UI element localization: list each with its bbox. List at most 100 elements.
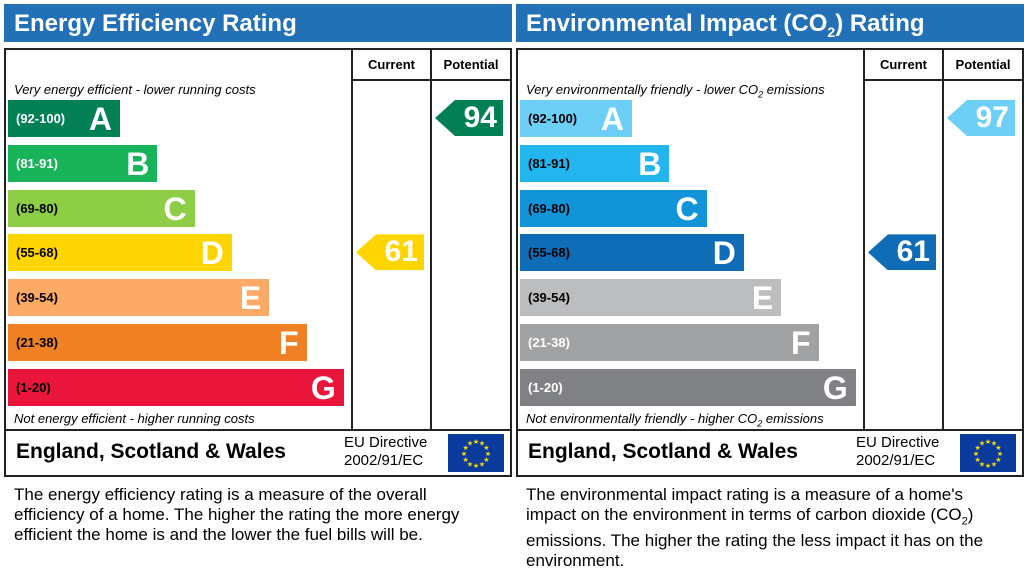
eu-star-icon: ★	[467, 440, 473, 448]
eu-star-icon: ★	[485, 450, 491, 458]
current-rating-value: 61	[384, 235, 418, 269]
eu-flag-icon: ★ ★ ★ ★ ★ ★ ★ ★ ★ ★ ★ ★	[960, 434, 1016, 472]
rating-band-b: (81-91) B	[520, 144, 670, 182]
divider	[351, 79, 510, 81]
eu-star-icon: ★	[997, 450, 1003, 458]
rating-band-g: (1-20) G	[8, 368, 344, 406]
band-range-label: (55-68)	[16, 245, 58, 261]
band-range-label: (92-100)	[16, 111, 66, 126]
band-range-label: (81-91)	[528, 155, 570, 171]
rating-band-a: (92-100) A	[520, 100, 632, 137]
eu-directive-line: EU Directive	[856, 434, 940, 451]
band-letter: D	[712, 235, 736, 272]
band-letter: F	[278, 325, 299, 361]
eu-directive-code: 2002/91/EC	[344, 452, 424, 469]
environment-header-bar: Environmental Impact (CO2) Rating	[516, 4, 1024, 42]
energy-chart-frame: Current Potential Very energy efficient …	[4, 48, 512, 477]
eu-star-icon: ★	[461, 450, 467, 458]
current-rating-arrow: 61	[356, 234, 424, 271]
band-range-label: (1-20)	[528, 379, 563, 395]
environment-description: The environmental impact rating is a mea…	[526, 485, 1006, 571]
rating-band-f: (21-38) F	[520, 324, 819, 361]
rating-band-c: (69-80) C	[520, 189, 707, 227]
band-letter: B	[638, 145, 662, 182]
rating-band-d: (55-68) D	[520, 234, 744, 272]
caption-subscript: 2	[758, 89, 764, 100]
divider	[863, 50, 865, 429]
band-letter: F	[790, 325, 811, 361]
eu-star-icon: ★	[473, 438, 479, 446]
band-letter: G	[310, 369, 336, 406]
energy-header-bar: Energy Efficiency Rating	[4, 4, 512, 42]
caption-text: Not environmentally friendly - higher CO	[526, 411, 758, 426]
current-column-header: Current	[880, 57, 927, 72]
top-caption: Very energy efficient - lower running co…	[14, 82, 256, 97]
eu-directive-code: 2002/91/EC	[856, 452, 936, 469]
divider	[942, 50, 944, 429]
country-label: England, Scotland & Wales	[528, 440, 798, 463]
band-range-label: (21-38)	[528, 335, 570, 350]
eu-star-icon: ★	[479, 440, 485, 448]
eu-star-icon: ★	[974, 456, 980, 464]
potential-rating-arrow: 97	[947, 100, 1015, 136]
band-letter: C	[163, 190, 187, 227]
eu-star-icon: ★	[462, 456, 468, 464]
eu-star-icon: ★	[995, 456, 1001, 464]
rating-band-f: (21-38) F	[8, 324, 307, 361]
band-range-label: (81-91)	[16, 155, 58, 171]
band-letter: G	[822, 369, 848, 406]
divider	[863, 79, 1022, 81]
band-range-label: (55-68)	[528, 245, 570, 261]
title-text: ) Rating	[835, 10, 925, 37]
divider	[6, 429, 510, 431]
rating-band-e: (39-54) E	[8, 279, 270, 317]
environment-title: Environmental Impact (CO2) Rating	[526, 10, 925, 40]
band-letter: E	[239, 280, 262, 317]
band-letter: C	[675, 190, 699, 227]
description-text: ) emissions. The higher the rating the l…	[526, 505, 984, 571]
potential-rating-value: 97	[975, 101, 1009, 134]
description-text: The environmental impact rating is a mea…	[526, 485, 963, 524]
eu-star-icon: ★	[483, 444, 489, 452]
potential-column-header: Potential	[955, 57, 1011, 72]
band-range-label: (21-38)	[16, 335, 58, 350]
caption-subscript: 2	[757, 418, 763, 429]
band-letter: A	[600, 101, 624, 137]
eu-star-icon: ★	[985, 462, 991, 470]
rating-band-c: (69-80) C	[8, 189, 195, 227]
divider	[518, 429, 1022, 431]
band-letter: B	[126, 145, 150, 182]
rating-band-d: (55-68) D	[8, 234, 232, 272]
eu-star-icon: ★	[991, 460, 997, 468]
rating-band-a: (92-100) A	[8, 100, 120, 137]
eu-star-icon: ★	[985, 438, 991, 446]
potential-column-header: Potential	[443, 57, 499, 72]
energy-efficiency-panel: Energy Efficiency Rating Current Potenti…	[4, 0, 512, 573]
eu-star-icon: ★	[973, 450, 979, 458]
eu-star-icon: ★	[991, 440, 997, 448]
band-letter: A	[88, 101, 112, 137]
band-letter: D	[200, 235, 224, 272]
band-range-label: (69-80)	[528, 200, 570, 216]
eu-flag-icon: ★ ★ ★ ★ ★ ★ ★ ★ ★ ★ ★ ★	[448, 434, 504, 472]
divider	[430, 50, 432, 429]
title-text: Environmental Impact (CO	[526, 10, 828, 37]
rating-band-g: (1-20) G	[520, 368, 856, 406]
energy-description: The energy efficiency rating is a measur…	[14, 485, 460, 544]
title-subscript: 2	[827, 23, 836, 40]
band-letter: E	[751, 280, 774, 317]
eu-star-icon: ★	[462, 444, 468, 452]
band-range-label: (1-20)	[16, 379, 51, 395]
description-subscript: 2	[961, 515, 968, 528]
eu-directive-line: EU Directive	[344, 434, 428, 451]
environmental-impact-panel: Environmental Impact (CO2) Rating Curren…	[516, 0, 1024, 573]
band-range-label: (39-54)	[528, 290, 570, 306]
eu-directive-label: EU Directive 2002/91/EC	[344, 434, 427, 470]
environment-chart-frame: Current Potential Very environmentally f…	[516, 48, 1024, 477]
top-caption: Very environmentally friendly - lower CO…	[526, 82, 825, 100]
caption-text: Very environmentally friendly - lower CO	[526, 82, 759, 97]
potential-rating-arrow: 94	[435, 100, 503, 136]
band-range-label: (69-80)	[16, 200, 58, 216]
country-label: England, Scotland & Wales	[16, 440, 286, 463]
eu-star-icon: ★	[467, 460, 473, 468]
